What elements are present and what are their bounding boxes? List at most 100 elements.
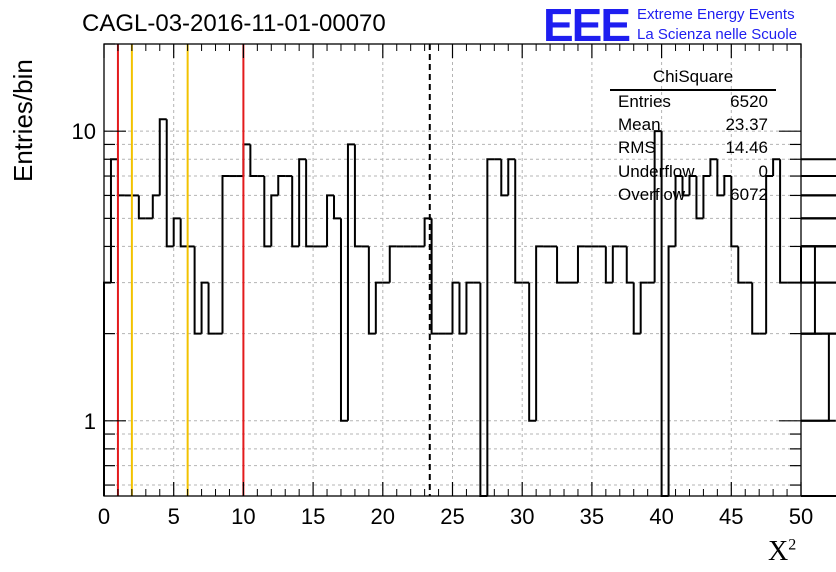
eee-logo-mark: EEE [543, 0, 631, 51]
histogram-bin [200, 281, 209, 334]
histogram-bin [298, 158, 307, 247]
histogram-bin [458, 282, 467, 335]
histogram-bin [465, 281, 474, 334]
histogram-bin [801, 245, 836, 248]
histogram-bin [723, 175, 732, 196]
histogram-bin [430, 218, 439, 335]
x-tick-label: 45 [719, 504, 743, 529]
axis-tick-labels: 0 5 10 15 20 25 30 35 40 45 50 1 10 [72, 119, 814, 529]
histogram-bin [801, 333, 830, 422]
histogram-bin [737, 246, 746, 284]
histogram-bin [801, 194, 836, 197]
histogram-bin [333, 195, 341, 220]
histogram-bin [500, 159, 509, 197]
histogram-bin [486, 158, 495, 496]
x-tick-label: 50 [789, 504, 813, 529]
histogram-bin [193, 246, 202, 335]
histogram-bin [801, 246, 816, 335]
x-axis-label: X2 [768, 536, 796, 568]
stats-row-entries: Entries 6520 [610, 92, 776, 115]
histogram-bin [374, 281, 383, 334]
stats-label: Underflow [618, 161, 695, 181]
histogram-bin [801, 175, 836, 178]
histogram-bin [326, 194, 335, 247]
histogram-bin [388, 245, 397, 283]
histogram-bin [353, 144, 362, 248]
x-axis-label-exponent: 2 [788, 536, 797, 554]
histogram-bin [772, 158, 781, 177]
x-tick-label: 25 [440, 504, 464, 529]
stats-title: ChiSquare [610, 67, 776, 91]
histogram-bin [688, 175, 697, 196]
stats-value: 14.46 [725, 138, 768, 158]
histogram-bin [291, 176, 300, 248]
histogram-bin [179, 218, 188, 248]
histogram-bin [507, 158, 516, 196]
histogram-bin [801, 332, 836, 335]
histogram-bin [709, 158, 718, 177]
histogram-bin [514, 159, 523, 284]
histogram-bin [423, 217, 432, 247]
histogram-bin [249, 144, 258, 178]
histogram-bin [801, 217, 836, 220]
stats-label: RMS [618, 138, 656, 158]
marker-lines [116, 44, 431, 496]
histogram-bin [667, 245, 676, 496]
histogram-bin [751, 282, 760, 335]
stats-value: 6520 [730, 92, 768, 111]
x-axis-label-symbol: X [768, 536, 789, 567]
histogram-bin [103, 281, 111, 496]
histogram-bin [242, 143, 251, 177]
y-axis-label: Entries/bin [8, 59, 38, 182]
histogram-bin [801, 281, 836, 284]
run-title: CAGL-03-2016-11-01-00070 [82, 10, 386, 37]
x-tick-label: 5 [168, 504, 180, 529]
histogram-bin [116, 159, 125, 197]
histogram-bin [339, 218, 348, 422]
histogram-bin [801, 332, 836, 335]
stats-row-underflow: Underflow 0 [610, 162, 776, 185]
histogram-bin [479, 282, 488, 497]
histogram-bin [221, 175, 230, 334]
histogram-bin [801, 245, 836, 248]
histogram-bin [801, 175, 836, 178]
histogram-bin [151, 194, 160, 219]
y-tick-label: 1 [84, 409, 96, 434]
stats-label: Entries [618, 92, 671, 111]
stats-value: 23.37 [725, 115, 768, 135]
axis-ticks [103, 43, 802, 496]
stats-value: 0 [758, 161, 768, 181]
x-tick-label: 15 [301, 504, 325, 529]
histogram-bin [165, 119, 174, 248]
logo-line-1: Extreme Energy Events [637, 6, 795, 23]
logo-line-2: La Scienza nelle Scuole [637, 26, 798, 43]
histogram-bin [158, 118, 167, 196]
histogram-bin [172, 217, 181, 247]
histogram-bin [576, 245, 585, 283]
stats-value: 6072 [730, 184, 768, 204]
histogram-bin [801, 245, 836, 248]
stats-box: ChiSquare Entries 6520 Mean 23.37 RMS 14… [610, 67, 776, 208]
histogram-bin [277, 175, 286, 196]
x-tick-label: 10 [231, 504, 255, 529]
histogram-bin [528, 282, 537, 422]
histogram-bin [207, 282, 216, 335]
stats-row-overflow: Overflow 6072 [610, 185, 776, 208]
stats-label: Mean [618, 115, 661, 135]
histogram-bin [801, 217, 836, 220]
histogram-bin [604, 246, 613, 284]
histogram-bin [137, 195, 146, 220]
histogram-bin [611, 245, 620, 283]
histogram-bin [801, 175, 836, 178]
histogram-bin [730, 176, 739, 248]
histogram-bin [801, 245, 836, 248]
histogram-bin [674, 175, 683, 247]
histogram-bin [556, 246, 565, 284]
histogram-bin [695, 176, 704, 220]
histogram-bin [305, 159, 314, 248]
histogram-bin [702, 175, 711, 219]
histogram-bin [801, 194, 836, 197]
histogram-bin [765, 175, 774, 334]
histogram-bin [109, 158, 118, 283]
